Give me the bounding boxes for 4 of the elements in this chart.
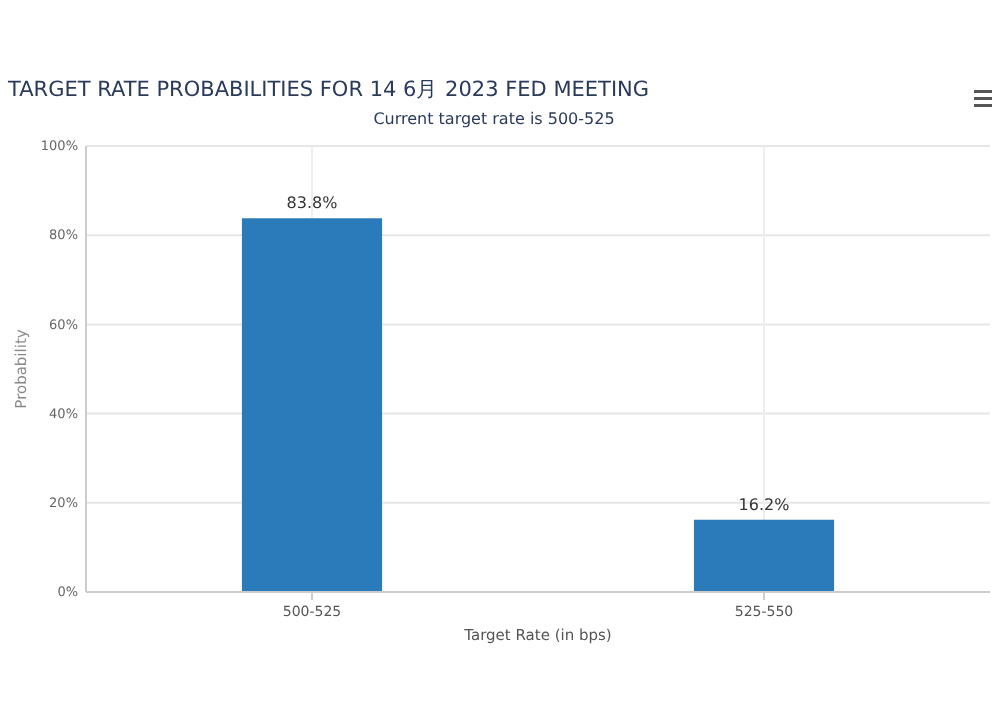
chart-subtitle: Current target rate is 500-525 (373, 110, 615, 128)
chart-title: TARGET RATE PROBABILITIES FOR 14 6月 2023 FED MEETING (6, 78, 650, 102)
data-label: 16.2% (738, 495, 791, 514)
data-label: 83.8% (286, 194, 339, 213)
